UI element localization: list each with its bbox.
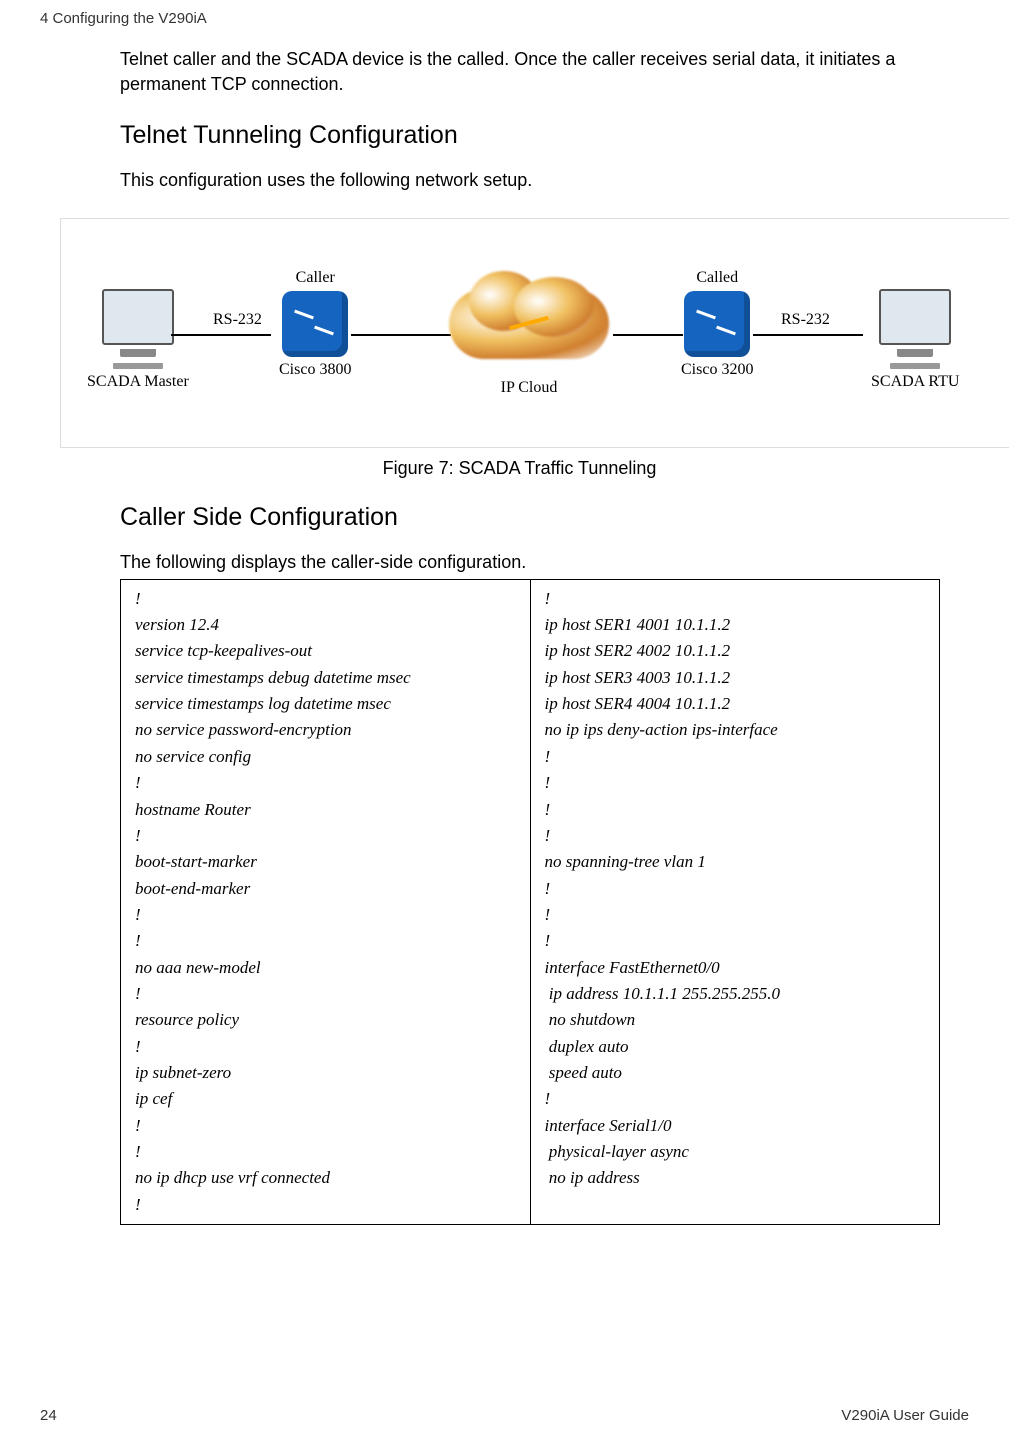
ip-cloud: IP Cloud xyxy=(449,279,609,397)
config-right-line: physical-layer async xyxy=(545,1139,926,1165)
called-label: Called xyxy=(681,269,753,287)
config-right-line: duplex auto xyxy=(545,1034,926,1060)
scada-master-label: SCADA Master xyxy=(87,373,189,391)
config-left-line: service timestamps log datetime msec xyxy=(135,691,516,717)
config-right-line: ! xyxy=(545,797,926,823)
config-left-line: ! xyxy=(135,1139,516,1165)
config-left-line: no ip dhcp use vrf connected xyxy=(135,1165,516,1191)
config-right-line: no ip address xyxy=(545,1165,926,1191)
wire-left xyxy=(171,334,271,336)
config-left-line: ! xyxy=(135,928,516,954)
config-left-line: ! xyxy=(135,770,516,796)
config-right-line: ! xyxy=(545,770,926,796)
rs232-left-label: RS-232 xyxy=(213,311,262,329)
wire-cloud-called xyxy=(613,334,683,336)
config-right-line: interface Serial1/0 xyxy=(545,1113,926,1139)
config-right-line xyxy=(545,1192,926,1218)
config-left-line: ! xyxy=(135,1113,516,1139)
config-right-line: ip address 10.1.1.1 255.255.255.0 xyxy=(545,981,926,1007)
header-left: 4 Configuring the V290iA xyxy=(40,10,207,27)
config-right-line: ip host SER2 4002 10.1.1.2 xyxy=(545,638,926,664)
config-right-line: ip host SER3 4003 10.1.1.2 xyxy=(545,665,926,691)
wire-right xyxy=(753,334,863,336)
config-right-line: ! xyxy=(545,876,926,902)
figure-caption: Figure 7: SCADA Traffic Tunneling xyxy=(120,458,919,479)
config-left-line: ip subnet-zero xyxy=(135,1060,516,1086)
config-right-line: ! xyxy=(545,902,926,928)
scada-master-device: SCADA Master xyxy=(87,289,189,391)
config-right-line: no shutdown xyxy=(545,1007,926,1033)
config-left-cell: !version 12.4service tcp-keepalives-outs… xyxy=(121,579,531,1224)
rs232-right-label: RS-232 xyxy=(781,311,830,329)
config-left-line: no service config xyxy=(135,744,516,770)
scada-diagram: SCADA Master RS-232 Caller Cisco 3800 IP… xyxy=(60,218,1009,448)
config-right-line: ! xyxy=(545,928,926,954)
config-left-line: ip cef xyxy=(135,1086,516,1112)
config-right-line: ! xyxy=(545,586,926,612)
footer-page-number: 24 xyxy=(40,1407,57,1424)
config-right-cell: !ip host SER1 4001 10.1.1.2ip host SER2 … xyxy=(530,579,940,1224)
caller-label: Caller xyxy=(279,269,351,287)
telnet-tunneling-body: This configuration uses the following ne… xyxy=(120,168,919,193)
intro-paragraph: Telnet caller and the SCADA device is th… xyxy=(120,47,919,97)
cisco3200-label: Cisco 3200 xyxy=(681,361,753,379)
config-left-line: boot-end-marker xyxy=(135,876,516,902)
caller-side-heading: Caller Side Configuration xyxy=(120,503,919,532)
config-left-line: ! xyxy=(135,1192,516,1218)
config-left-line: no aaa new-model xyxy=(135,955,516,981)
config-left-line: ! xyxy=(135,902,516,928)
scada-rtu-device: SCADA RTU xyxy=(871,289,959,391)
scada-rtu-label: SCADA RTU xyxy=(871,373,959,391)
config-left-line: hostname Router xyxy=(135,797,516,823)
telnet-tunneling-heading: Telnet Tunneling Configuration xyxy=(120,121,919,150)
cisco3800-label: Cisco 3800 xyxy=(279,361,351,379)
wire-caller-cloud xyxy=(351,334,451,336)
config-left-line: resource policy xyxy=(135,1007,516,1033)
config-left-line: service tcp-keepalives-out xyxy=(135,638,516,664)
config-left-line: no service password-encryption xyxy=(135,717,516,743)
config-right-line: ! xyxy=(545,1086,926,1112)
config-right-line: ! xyxy=(545,744,926,770)
config-left-line: service timestamps debug datetime msec xyxy=(135,665,516,691)
diagram-container: SCADA Master RS-232 Caller Cisco 3800 IP… xyxy=(60,218,859,448)
called-router: Called Cisco 3200 xyxy=(681,269,753,379)
config-right-line: no spanning-tree vlan 1 xyxy=(545,849,926,875)
config-right-line: interface FastEthernet0/0 xyxy=(545,955,926,981)
config-table: !version 12.4service tcp-keepalives-outs… xyxy=(120,579,940,1225)
config-left-line: ! xyxy=(135,823,516,849)
config-right-line: ip host SER1 4001 10.1.1.2 xyxy=(545,612,926,638)
config-left-line: ! xyxy=(135,981,516,1007)
config-left-line: ! xyxy=(135,1034,516,1060)
config-right-line: no ip ips deny-action ips-interface xyxy=(545,717,926,743)
config-right-line: ip host SER4 4004 10.1.1.2 xyxy=(545,691,926,717)
config-left-line: ! xyxy=(135,586,516,612)
ip-cloud-label: IP Cloud xyxy=(449,379,609,397)
caller-router: Caller Cisco 3800 xyxy=(279,269,351,379)
config-right-line: speed auto xyxy=(545,1060,926,1086)
config-left-line: version 12.4 xyxy=(135,612,516,638)
config-right-line: ! xyxy=(545,823,926,849)
config-left-line: boot-start-marker xyxy=(135,849,516,875)
caller-side-body: The following displays the caller-side c… xyxy=(120,550,919,575)
footer-guide-name: V290iA User Guide xyxy=(841,1407,969,1424)
